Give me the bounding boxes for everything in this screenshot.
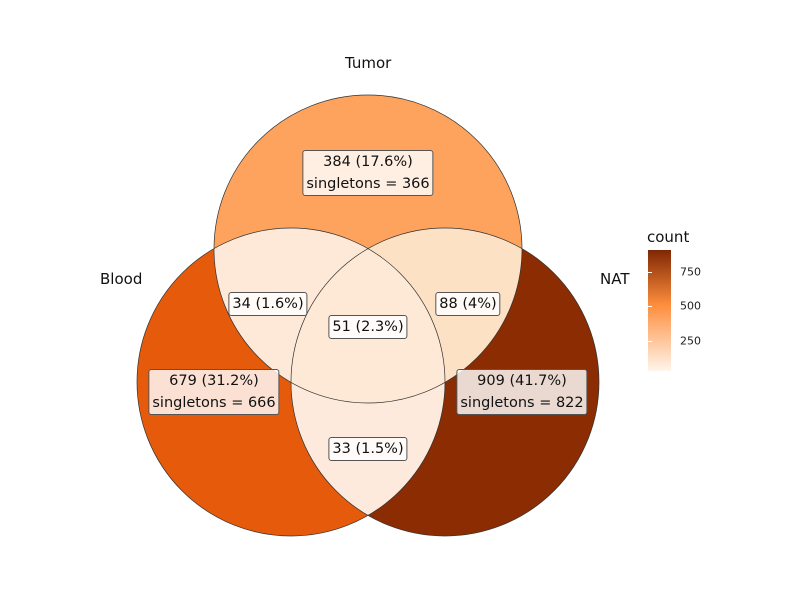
legend-tick-label: 500 <box>680 299 701 313</box>
count-text: 88 (4%) <box>439 296 497 312</box>
count-label-blood-nat: 33 (1.5%) <box>328 437 408 461</box>
count-label-tumor-blood: 34 (1.6%) <box>228 292 308 316</box>
legend-tick-label: 750 <box>680 265 701 279</box>
singletons-text: singletons = 366 <box>306 176 430 192</box>
count-label-tumor-nat: 88 (4%) <box>435 292 501 316</box>
count-label-nat-only: 909 (41.7%) singletons = 822 <box>456 369 588 415</box>
count-text: 909 (41.7%) <box>477 373 567 389</box>
legend-title: count <box>647 228 690 246</box>
singletons-text: singletons = 666 <box>152 395 276 411</box>
legend-colorbar <box>648 250 671 371</box>
legend-tick-label: 250 <box>680 334 701 348</box>
blood-circle-outline <box>136 227 446 537</box>
legend-tick-mark <box>671 341 675 343</box>
nat-circle-outline <box>290 227 600 537</box>
count-label-all-three: 51 (2.3%) <box>328 315 408 339</box>
set-label-tumor: Tumor <box>345 54 392 72</box>
legend-tick-mark <box>671 271 675 273</box>
region-all-three <box>291 228 445 403</box>
legend-tick-mark-left <box>648 341 652 343</box>
legend-tick-mark-left <box>648 271 652 273</box>
singletons-text: singletons = 822 <box>460 395 584 411</box>
count-text: 679 (31.2%) <box>169 373 259 389</box>
set-label-blood: Blood <box>100 270 143 288</box>
count-label-blood-only: 679 (31.2%) singletons = 666 <box>148 369 280 415</box>
count-text: 34 (1.6%) <box>232 296 304 312</box>
count-text: 384 (17.6%) <box>323 154 413 170</box>
legend-tick-mark-left <box>648 306 652 308</box>
set-label-nat: NAT <box>600 270 630 288</box>
count-text: 51 (2.3%) <box>332 319 404 335</box>
legend-tick-mark <box>671 306 675 308</box>
count-text: 33 (1.5%) <box>332 441 404 457</box>
count-label-tumor-only: 384 (17.6%) singletons = 366 <box>302 150 434 196</box>
